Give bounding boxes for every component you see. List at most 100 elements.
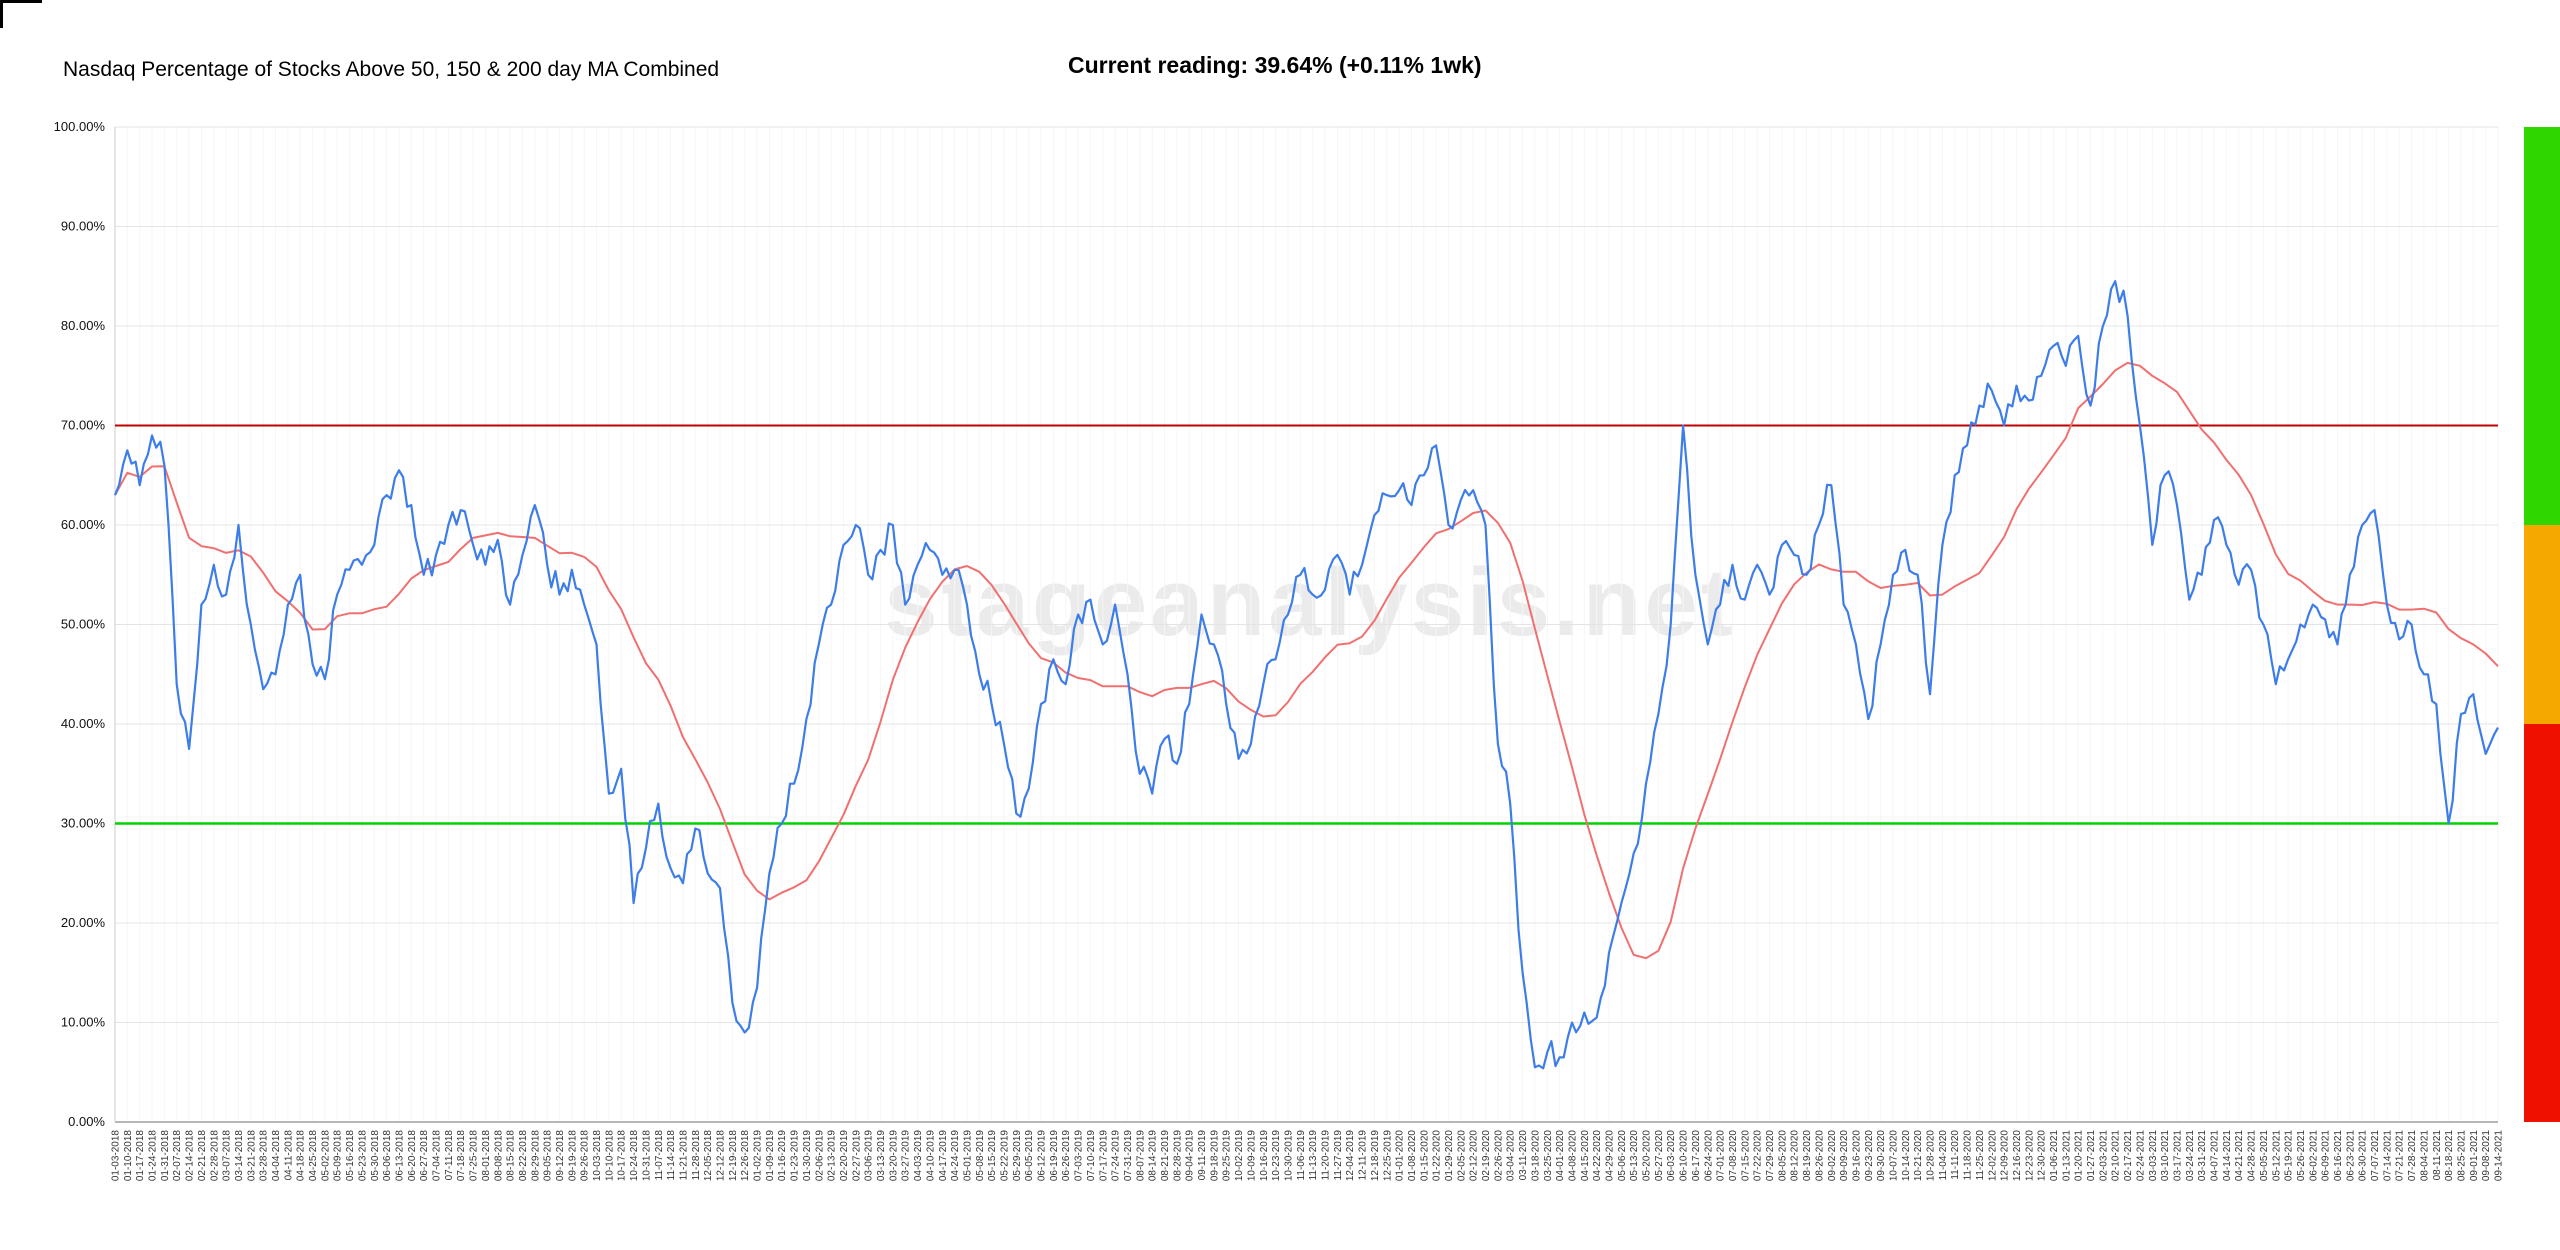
x-tick-label: 07-08-2020 xyxy=(1728,1130,1739,1182)
x-tick-label: 09-11-2019 xyxy=(1197,1130,1208,1181)
x-tick-label: 11-13-2019 xyxy=(1308,1130,1319,1181)
x-tick-label: 04-01-2020 xyxy=(1555,1130,1566,1182)
x-tick-label: 02-20-2019 xyxy=(839,1130,850,1182)
x-tick-label: 10-07-2020 xyxy=(1889,1130,1900,1182)
x-tick-label: 03-14-2018 xyxy=(234,1130,245,1182)
x-tick-label: 03-06-2019 xyxy=(864,1130,875,1182)
x-tick-label: 07-25-2018 xyxy=(469,1130,480,1182)
x-tick-label: 01-03-2018 xyxy=(111,1130,122,1182)
x-tick-label: 01-09-2019 xyxy=(765,1130,776,1182)
x-tick-label: 05-01-2019 xyxy=(963,1130,974,1182)
x-tick-label: 07-28-2021 xyxy=(2407,1130,2418,1182)
x-tick-label: 04-03-2019 xyxy=(913,1130,924,1182)
y-tick-label: 60.00% xyxy=(61,517,106,532)
x-tick-label: 08-26-2020 xyxy=(1814,1130,1825,1182)
x-tick-label: 02-27-2019 xyxy=(851,1130,862,1182)
y-tick-label: 50.00% xyxy=(61,617,106,632)
x-tick-label: 04-10-2019 xyxy=(925,1130,936,1182)
x-tick-label: 06-20-2018 xyxy=(407,1130,418,1182)
x-tick-label: 06-26-2019 xyxy=(1061,1130,1072,1182)
x-tick-label: 01-27-2021 xyxy=(2086,1130,2097,1182)
x-tick-label: 09-01-2021 xyxy=(2469,1130,2480,1182)
x-tick-label: 10-03-2018 xyxy=(592,1130,603,1182)
x-tick-label: 04-15-2020 xyxy=(1580,1130,1591,1182)
x-tick-label: 07-24-2019 xyxy=(1111,1130,1122,1182)
x-tick-label: 10-28-2020 xyxy=(1926,1130,1937,1182)
x-tick-label: 09-05-2018 xyxy=(543,1130,554,1182)
x-tick-label: 12-16-2020 xyxy=(2012,1130,2023,1182)
x-tick-label: 12-19-2018 xyxy=(728,1130,739,1182)
y-axis-labels: 0.00% 10.00% 20.00% 30.00% 40.00% 50.00% 60.00… xyxy=(54,119,106,1129)
x-tick-label: 07-01-2020 xyxy=(1716,1130,1727,1182)
x-tick-label: 08-14-2019 xyxy=(1148,1130,1159,1182)
x-tick-label: 03-27-2019 xyxy=(901,1130,912,1182)
x-tick-label: 09-16-2020 xyxy=(1851,1130,1862,1182)
x-tick-label: 06-24-2020 xyxy=(1703,1130,1714,1182)
x-tick-label: 11-20-2019 xyxy=(1321,1130,1332,1181)
x-tick-label: 04-24-2019 xyxy=(950,1130,961,1182)
x-tick-label: 01-31-2018 xyxy=(160,1130,171,1182)
x-tick-label: 04-08-2020 xyxy=(1568,1130,1579,1182)
x-tick-label: 08-22-2018 xyxy=(518,1130,529,1182)
x-tick-label: 10-10-2018 xyxy=(604,1130,615,1182)
x-tick-label: 01-06-2021 xyxy=(2049,1130,2060,1182)
y-tick-label: 100.00% xyxy=(54,119,106,134)
x-tick-label: 09-19-2018 xyxy=(567,1130,578,1182)
x-tick-label: 03-17-2021 xyxy=(2173,1130,2184,1182)
x-tick-label: 01-08-2020 xyxy=(1407,1130,1418,1182)
x-tick-label: 04-04-2018 xyxy=(271,1130,282,1182)
y-tick-label: 80.00% xyxy=(61,318,106,333)
x-tick-label: 07-07-2021 xyxy=(2370,1130,2381,1182)
x-tick-label: 05-23-2018 xyxy=(357,1130,368,1182)
x-tick-label: 09-02-2020 xyxy=(1827,1130,1838,1182)
y-tick-label: 0.00% xyxy=(68,1114,105,1129)
x-tick-label: 08-04-2021 xyxy=(2419,1130,2430,1182)
x-tick-label: 12-04-2019 xyxy=(1345,1130,1356,1182)
x-tick-label: 01-17-2018 xyxy=(135,1130,146,1182)
x-tick-label: 03-24-2021 xyxy=(2185,1130,2196,1182)
x-tick-label: 02-10-2021 xyxy=(2111,1130,2122,1182)
x-axis-labels: 01-03-2018 01-10-2018 01-17-2018 01-24-2018… xyxy=(111,1130,2505,1182)
x-tick-label: 03-25-2020 xyxy=(1543,1130,1554,1182)
x-tick-label: 10-24-2018 xyxy=(629,1130,640,1182)
x-tick-label: 09-23-2020 xyxy=(1864,1130,1875,1182)
x-tick-label: 05-05-2021 xyxy=(2259,1130,2270,1182)
x-tick-label: 07-14-2021 xyxy=(2382,1130,2393,1182)
neutral-zone-band xyxy=(2524,525,2560,724)
x-tick-label: 01-13-2021 xyxy=(2061,1130,2072,1182)
x-tick-label: 07-17-2019 xyxy=(1098,1130,1109,1182)
x-tick-label: 01-20-2021 xyxy=(2074,1130,2085,1182)
x-tick-label: 08-01-2018 xyxy=(481,1130,492,1182)
x-tick-label: 12-02-2020 xyxy=(1987,1130,1998,1182)
x-tick-label: 12-09-2020 xyxy=(2000,1130,2011,1182)
x-tick-label: 05-12-2021 xyxy=(2271,1130,2282,1182)
x-tick-label: 06-16-2021 xyxy=(2333,1130,2344,1182)
x-tick-label: 11-21-2018 xyxy=(679,1130,690,1181)
x-tick-label: 01-29-2020 xyxy=(1444,1130,1455,1182)
x-tick-label: 09-12-2018 xyxy=(555,1130,566,1182)
x-tick-label: 11-04-2020 xyxy=(1938,1130,1949,1181)
x-tick-label: 08-18-2021 xyxy=(2444,1130,2455,1182)
x-tick-label: 05-22-2019 xyxy=(1000,1130,1011,1182)
x-tick-label: 08-29-2018 xyxy=(530,1130,541,1182)
x-tick-label: 10-23-2019 xyxy=(1271,1130,1282,1182)
x-tick-label: 05-02-2018 xyxy=(320,1130,331,1182)
x-tick-label: 05-08-2019 xyxy=(975,1130,986,1182)
x-tick-label: 05-13-2020 xyxy=(1629,1130,1640,1182)
x-tick-label: 11-11-2020 xyxy=(1950,1130,1961,1180)
x-tick-label: 09-26-2018 xyxy=(580,1130,591,1182)
x-tick-label: 08-19-2020 xyxy=(1802,1130,1813,1182)
x-tick-label: 02-12-2020 xyxy=(1469,1130,1480,1182)
x-tick-label: 02-28-2018 xyxy=(209,1130,220,1182)
chart-title: Nasdaq Percentage of Stocks Above 50, 15… xyxy=(63,58,720,81)
x-tick-label: 12-30-2020 xyxy=(2037,1130,2048,1182)
x-tick-label: 07-15-2020 xyxy=(1740,1130,1751,1182)
x-tick-label: 02-21-2018 xyxy=(197,1130,208,1182)
x-tick-label: 06-17-2020 xyxy=(1691,1130,1702,1182)
x-tick-label: 09-04-2019 xyxy=(1185,1130,1196,1182)
x-tick-label: 02-13-2019 xyxy=(827,1130,838,1182)
x-tick-label: 05-27-2020 xyxy=(1654,1130,1665,1182)
x-tick-label: 06-12-2019 xyxy=(1037,1130,1048,1182)
x-tick-label: 11-25-2020 xyxy=(1975,1130,1986,1181)
